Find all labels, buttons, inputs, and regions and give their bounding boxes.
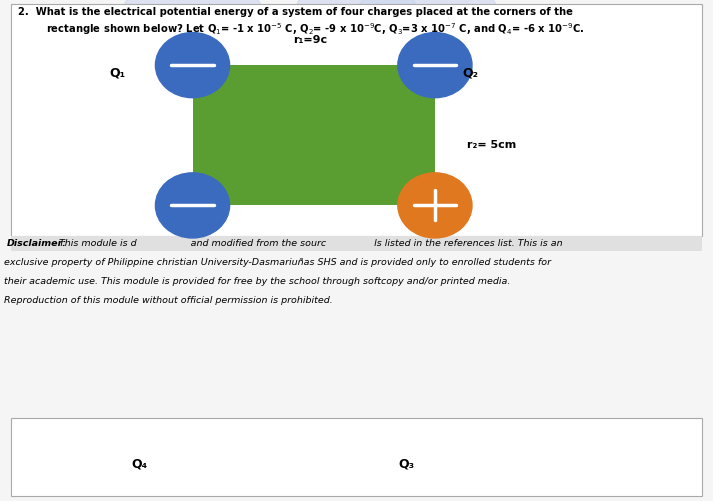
Text: their academic use. This module is provided for free by the school through softc: their academic use. This module is provi… [4, 277, 510, 286]
Ellipse shape [356, 0, 499, 53]
Ellipse shape [398, 173, 472, 238]
Text: Q₄: Q₄ [131, 458, 147, 471]
Text: Disclaimer:: Disclaimer: [7, 239, 67, 248]
Text: Reproduction of this module without official permission is prohibited.: Reproduction of this module without offi… [4, 296, 332, 305]
Text: rectangle shown below? Let Q$_1$= -1 x 10$^{-5}$ C, Q$_2$= -9 x 10$^{-9}$C, Q$_3: rectangle shown below? Let Q$_1$= -1 x 1… [46, 21, 585, 37]
Text: Q₂: Q₂ [463, 66, 478, 79]
Ellipse shape [296, 0, 417, 40]
Ellipse shape [155, 33, 230, 98]
FancyBboxPatch shape [11, 418, 702, 496]
Text: exclusive property of Philippine сhristian University-Dasmariuñas SHS and is pro: exclusive property of Philippine сhristi… [4, 258, 550, 267]
Bar [11, 236, 702, 250]
Bar [193, 65, 435, 205]
FancyBboxPatch shape [11, 4, 702, 236]
Text: 2.  What is the electrical potential energy of a system of four charges placed a: 2. What is the electrical potential ener… [18, 7, 573, 17]
Text: Q₃: Q₃ [399, 458, 414, 471]
Text: Q₁: Q₁ [110, 66, 125, 79]
Text: r₂= 5cm: r₂= 5cm [467, 140, 516, 150]
Text: r₁=9c: r₁=9c [293, 35, 327, 45]
Ellipse shape [121, 0, 264, 53]
Text: This module is d                  and modified from the sourc                ls : This module is d and modified from the s… [56, 239, 563, 248]
Ellipse shape [398, 33, 472, 98]
Ellipse shape [155, 173, 230, 238]
